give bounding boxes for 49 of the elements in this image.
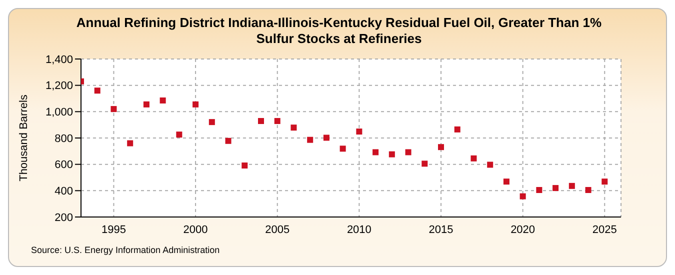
x-tick-label: 2005: [265, 224, 290, 236]
point: [422, 160, 428, 167]
x-tick-label: 2025: [592, 224, 617, 236]
point: [274, 118, 280, 124]
y-tick-label: 1,400: [45, 54, 73, 66]
point: [225, 138, 232, 144]
x-tick-label: 1995: [101, 224, 126, 236]
point: [372, 149, 379, 156]
point: [454, 126, 460, 132]
point: [438, 144, 444, 150]
x-tick-label: 2020: [510, 224, 536, 236]
y-tick-label: 400: [54, 186, 73, 198]
chart-title: Annual Refining District Indiana-Illinois-Kentucky Residual Fuel Oil, Greater Than 1% Sulfur Stocks at Refineries: [75, 15, 603, 47]
source-note: Source: U.S. Energy Information Administration: [31, 245, 220, 255]
point: [470, 155, 477, 162]
y-axis-title: Thousand Barrels: [18, 94, 30, 182]
point: [143, 101, 150, 108]
point: [258, 118, 264, 124]
point: [503, 178, 510, 185]
x-tick-label: 2015: [428, 224, 454, 236]
point: [585, 187, 592, 194]
point: [160, 97, 166, 104]
point: [405, 149, 412, 156]
point: [340, 146, 346, 152]
y-tick-label: 1,000: [45, 106, 73, 119]
point: [176, 132, 182, 138]
y-tick-label: 200: [54, 212, 73, 224]
point: [487, 162, 494, 168]
point: [307, 136, 314, 143]
point: [110, 106, 117, 112]
point: [208, 119, 215, 126]
point: [242, 162, 248, 169]
point: [192, 101, 199, 108]
y-tick-label: 1,200: [45, 80, 73, 92]
point: [520, 193, 526, 200]
y-tick-label: 600: [54, 159, 73, 172]
point: [94, 88, 100, 94]
x-tick-label: 2010: [346, 224, 372, 236]
point: [602, 178, 608, 185]
point: [552, 185, 559, 192]
point: [323, 134, 330, 141]
point: [536, 187, 542, 194]
point: [127, 140, 134, 146]
point: [568, 182, 575, 189]
point: [356, 128, 362, 135]
x-tick-label: 2000: [183, 224, 208, 236]
point: [290, 124, 297, 131]
y-tick-label: 800: [54, 132, 73, 145]
point: [388, 151, 395, 158]
